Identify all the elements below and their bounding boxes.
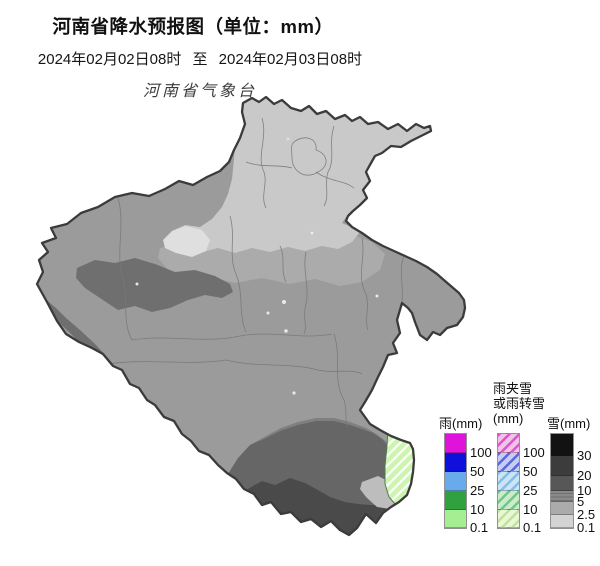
forecast-date-range: 2024年02月02日08时 至 2024年02月03日08时: [37, 51, 363, 68]
rain-legend-header: 雨(mm): [439, 416, 483, 431]
legend-swatch: [551, 502, 573, 515]
legend-swatch: [551, 515, 573, 528]
legend-value-label: 100: [470, 445, 492, 460]
legend-value-label: 20: [577, 468, 592, 483]
legend-swatch: [498, 434, 519, 453]
legend-value-label: 25: [523, 483, 538, 498]
snow-legend-scale: 30 20 10 5 2.5 0.1: [550, 433, 595, 535]
region-southwest-dark-strip: [44, 298, 222, 474]
legend-swatch: [445, 434, 466, 453]
region-pale-patch: [163, 226, 210, 257]
sleet-header-line3: (mm): [493, 411, 524, 426]
legend-swatch: [445, 453, 466, 472]
region-west-dark-patch: [76, 258, 233, 312]
legend-swatch: [498, 491, 519, 510]
legend-value-label: 0.1: [523, 520, 542, 535]
legend-value-label: 0.1: [470, 520, 489, 535]
legend-value-label: 30: [577, 448, 592, 463]
legend-value-label: 10: [523, 502, 538, 517]
rain-legend-scale: 100 50 25 10 0.1: [444, 433, 492, 535]
legend-value-label: 10: [577, 483, 592, 498]
legend-swatch: [445, 510, 466, 528]
sleet-header-line2: 或雨转雪: [493, 396, 546, 411]
legend-value-label: 2.5: [577, 507, 596, 522]
region-sleet-hatched-zone: [384, 416, 415, 506]
legend-swatch: [498, 453, 519, 472]
legend-value-label: 50: [470, 464, 485, 479]
legend-swatch: [551, 434, 573, 456]
legend-value-label: 100: [523, 445, 545, 460]
legend-swatch: [498, 510, 519, 528]
legend-swatch: [551, 491, 573, 502]
sleet-legend-scale: 100 50 25 10 0.1: [497, 433, 545, 535]
legend-swatch: [551, 476, 573, 491]
page-title: 河南省降水预报图（单位：mm）: [52, 16, 334, 37]
legend-swatch: [551, 456, 573, 476]
province-border: [35, 95, 467, 537]
legend-value-label: 5: [577, 494, 585, 509]
city-dots: [135, 137, 379, 395]
legend-swatch: [445, 472, 466, 491]
legend-value-label: 10: [470, 502, 485, 517]
legend-swatch: [445, 491, 466, 510]
legend-value-label: 25: [470, 483, 485, 498]
legend-value-label: 0.1: [577, 520, 596, 535]
agency-signature: 河南省气象台: [142, 81, 257, 100]
sleet-legend-header: 雨夹雪 或雨转雪 (mm): [493, 381, 545, 426]
snow-legend-header: 雪(mm): [547, 416, 591, 431]
legend-swatch: [498, 472, 519, 491]
region-darkest-south-strip: [246, 478, 396, 535]
legend-value-label: 50: [523, 464, 538, 479]
region-north-light-snow: [165, 97, 448, 253]
district-boundaries: [107, 117, 405, 429]
sleet-header-line1: 雨夹雪: [493, 381, 533, 396]
